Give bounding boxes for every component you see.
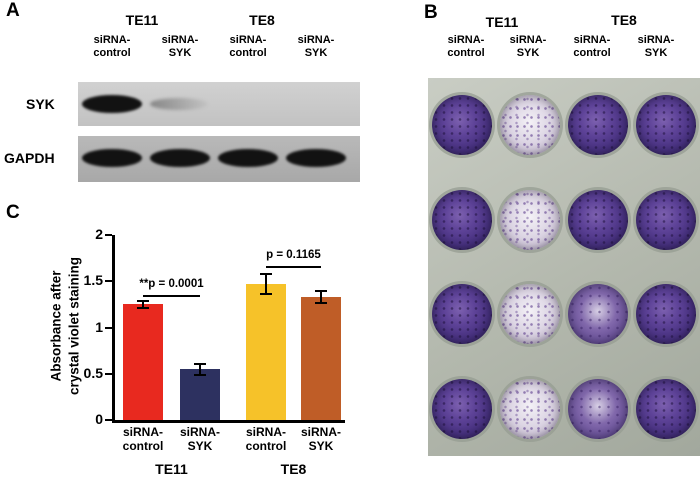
- x-group-label-te11: TE11: [155, 461, 188, 477]
- well-r1c2: [500, 95, 560, 156]
- error-bar-cap: [137, 299, 149, 302]
- panel-b-te8-header: TE8: [611, 12, 637, 28]
- error-bar-cap: [260, 272, 272, 275]
- gapdh-row-label: GAPDH: [4, 150, 55, 166]
- y-tick-mark: [105, 326, 112, 329]
- well-r4c1: [432, 378, 492, 439]
- syk-row-label: SYK: [26, 96, 55, 112]
- well-r4c2: [500, 378, 560, 439]
- well-r2c2: [500, 189, 560, 250]
- blot-band-gapdh-lane4: [286, 149, 346, 167]
- y-tick-label: 1.5: [83, 272, 103, 289]
- error-bar-cap: [315, 302, 327, 305]
- error-bar-cap: [315, 289, 327, 292]
- significance-text: p = 0.1165: [266, 249, 321, 262]
- significance-text: **p = 0.0001: [139, 278, 204, 291]
- error-bar-cap: [137, 307, 149, 310]
- well-r4c4: [636, 378, 696, 439]
- well-cell: [496, 78, 564, 173]
- well-cell: [428, 78, 496, 173]
- error-bar: [320, 290, 322, 304]
- panel-a-lane-label-1: siRNA-control: [93, 34, 131, 59]
- well-cell: [632, 362, 700, 457]
- significance-line: [266, 266, 321, 269]
- x-category-label: siRNA-SYK: [179, 425, 220, 453]
- y-tick-label: 1: [95, 318, 103, 335]
- well-cell: [428, 362, 496, 457]
- well-cell: [632, 267, 700, 362]
- well-r1c1: [432, 95, 492, 156]
- y-tick-label: 0: [95, 411, 103, 427]
- bar-1: [123, 304, 163, 420]
- error-bar-cap: [194, 373, 206, 376]
- error-bar: [199, 363, 201, 375]
- well-cell: [564, 78, 632, 173]
- bar-3: [246, 284, 286, 420]
- y-tick-mark: [105, 419, 112, 421]
- y-tick-mark: [105, 234, 112, 236]
- well-r3c1: [432, 284, 492, 345]
- y-tick-label: 2: [95, 226, 103, 242]
- well-cell: [564, 362, 632, 457]
- well-cell: [496, 362, 564, 457]
- well-cell: [632, 78, 700, 173]
- well-cell: [428, 267, 496, 362]
- well-r1c3: [568, 95, 628, 156]
- well-r3c4: [636, 284, 696, 345]
- error-bar-cap: [260, 293, 272, 296]
- bar-plot-area: 0 0.5 1 1.5 2 siRNA-control siRNA-SYK siRNA-con…: [84, 226, 345, 477]
- well-plate: [428, 78, 700, 456]
- panel-a-label: A: [6, 0, 20, 21]
- panel-a-lane-label-4: siRNA-SYK: [297, 34, 335, 59]
- well-r2c1: [432, 189, 492, 250]
- blot-band-gapdh-lane3: [218, 149, 278, 167]
- well-r1c4: [636, 95, 696, 156]
- well-r3c2: [500, 284, 560, 345]
- well-r2c4: [636, 189, 696, 250]
- well-cell: [496, 267, 564, 362]
- significance-line: [143, 295, 200, 298]
- panel-b-te11-header: TE11: [485, 14, 519, 30]
- panel-a-te11-header: TE11: [125, 12, 159, 28]
- blot-band-gapdh-lane1: [82, 149, 142, 167]
- well-r2c3: [568, 189, 628, 250]
- well-cell: [564, 173, 632, 268]
- x-group-label-te8: TE8: [280, 461, 307, 477]
- gapdh-blot: [78, 136, 360, 182]
- well-r4c3: [568, 378, 628, 439]
- blot-band-syk-lane1: [82, 95, 142, 113]
- panel-b-lane-label-2: siRNA-SYK: [509, 34, 547, 59]
- panel-c-label: C: [6, 202, 20, 223]
- panel-b-lane-label-1: siRNA-control: [447, 34, 485, 59]
- y-tick-mark: [105, 280, 112, 283]
- well-cell: [496, 173, 564, 268]
- panel-b-lane-label-3: siRNA-control: [573, 34, 611, 59]
- bar-2: [180, 369, 220, 420]
- well-cell: [428, 173, 496, 268]
- well-r3c3: [568, 284, 628, 345]
- bar-4: [301, 296, 341, 420]
- well-cell: [564, 267, 632, 362]
- error-bar: [265, 273, 267, 295]
- panel-b-label: B: [424, 2, 438, 23]
- well-cell: [632, 173, 700, 268]
- error-bar-cap: [194, 362, 206, 365]
- blot-band-gapdh-lane2: [150, 149, 210, 167]
- x-category-label: siRNA-SYK: [300, 425, 341, 453]
- error-bar: [142, 300, 144, 309]
- panel-a-lane-label-2: siRNA-SYK: [161, 34, 199, 59]
- y-tick-label: 0.5: [83, 364, 103, 381]
- syk-blot: [78, 82, 360, 126]
- y-tick-mark: [105, 372, 112, 375]
- bar-chart: Absorbance after crystal violet staining…: [30, 212, 430, 480]
- panel-b-lane-label-4: siRNA-SYK: [637, 34, 675, 59]
- panel-a-lane-label-3: siRNA-control: [229, 34, 267, 59]
- panel-a-te8-header: TE8: [249, 12, 275, 28]
- blot-band-syk-lane2: [150, 98, 208, 110]
- x-category-label: siRNA-control: [122, 425, 164, 453]
- x-category-label: siRNA-control: [245, 425, 287, 453]
